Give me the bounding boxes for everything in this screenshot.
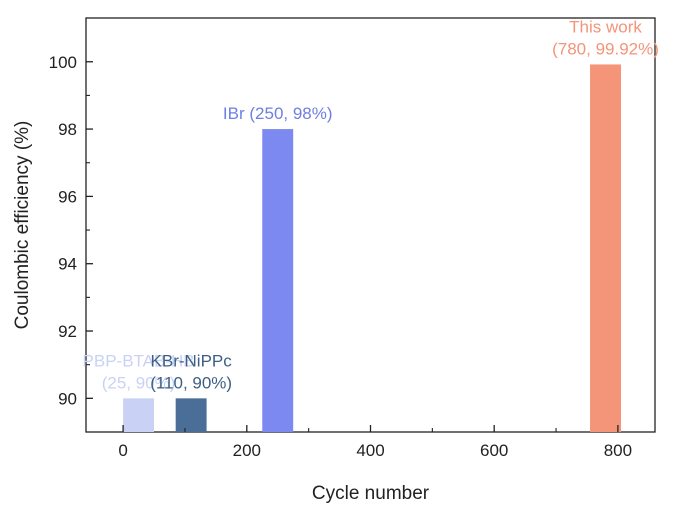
bar-labels-group: PBP-BTAB-HB (25, 90%) KBr-NiPPc (110, 90%) I… (83, 17, 659, 392)
bar-label-3-line-0: This work (569, 17, 642, 36)
bar-label-2-line-0: IBr (250, 98%) (223, 104, 333, 123)
y-tick-label: 94 (58, 255, 77, 274)
x-tick-label: 800 (604, 441, 632, 460)
x-tick-label: 0 (118, 441, 127, 460)
x-tick-label: 600 (480, 441, 508, 460)
bar-1 (175, 398, 207, 432)
bar-label-1-line-1: (110, 90%) (150, 373, 232, 392)
bar-2 (262, 129, 294, 432)
bar-label-0-line-0: PBP-BTAB-HB (83, 351, 195, 370)
x-axis-title: Cycle number (312, 483, 430, 504)
bar-label-0-line-1: (25, 90%) (102, 373, 176, 392)
bar-label-1-line-0: KBr-NiPPc (151, 351, 233, 370)
bar-0 (123, 398, 155, 432)
bar-3 (590, 64, 621, 432)
ticks-group: 0 200 400 600 800 90 92 94 96 98 100 (49, 53, 632, 460)
y-tick-label: 100 (49, 53, 77, 72)
y-tick-label: 90 (58, 389, 77, 408)
bars-group (123, 64, 621, 432)
bar-label-3-line-1: (780, 99.92%) (552, 39, 659, 58)
y-tick-label: 92 (58, 322, 77, 341)
y-axis-title: Coulombic efficiency (%) (12, 121, 33, 330)
x-tick-label: 400 (356, 441, 384, 460)
x-tick-label: 200 (233, 441, 261, 460)
y-tick-label: 96 (58, 187, 77, 206)
y-tick-label: 98 (58, 120, 77, 139)
